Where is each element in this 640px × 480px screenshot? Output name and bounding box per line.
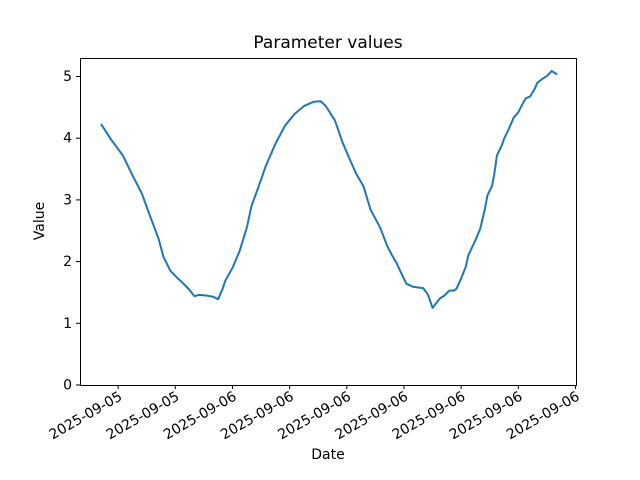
y-axis-label: Value bbox=[32, 201, 48, 241]
y-tick-label: 5 bbox=[63, 69, 72, 85]
y-tick-label: 4 bbox=[63, 131, 72, 147]
y-tick-label: 1 bbox=[63, 316, 72, 332]
y-tick-label: 0 bbox=[63, 378, 72, 394]
chart-title: Parameter values bbox=[253, 33, 403, 53]
y-tick-label: 3 bbox=[63, 192, 72, 208]
plot-frame bbox=[80, 58, 577, 386]
x-axis-label: Date bbox=[311, 447, 345, 463]
data-line-parameter bbox=[100, 70, 558, 309]
y-tick-label: 2 bbox=[63, 254, 72, 270]
